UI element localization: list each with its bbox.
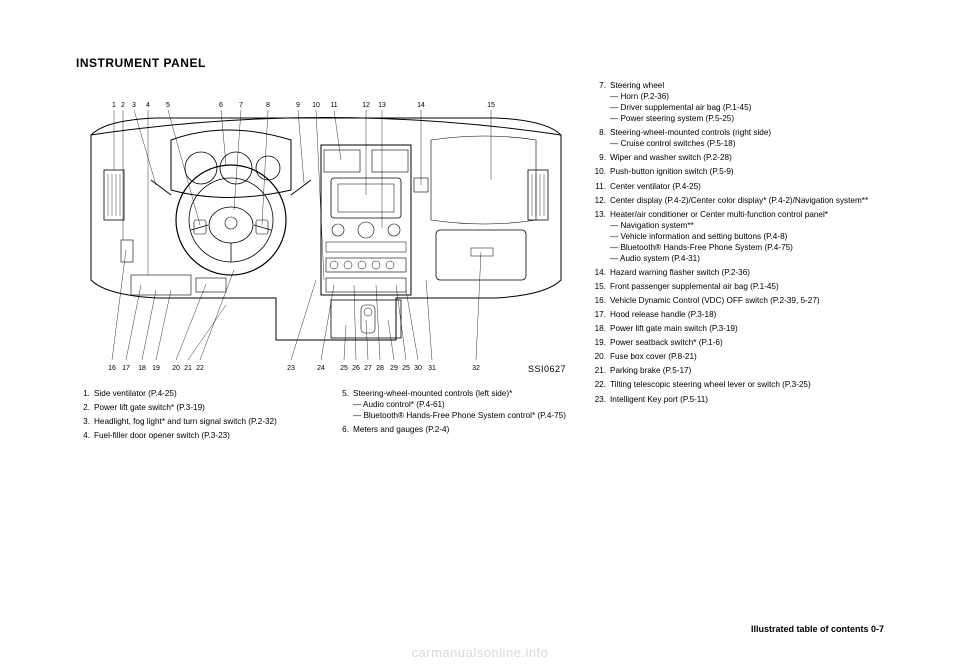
bottom-callouts: 16 17 18 19 20 21 22 23 24 25 26 27 28 2…	[108, 250, 481, 372]
svg-text:22: 22	[196, 365, 204, 372]
svg-text:3: 3	[132, 102, 136, 109]
svg-text:21: 21	[184, 365, 192, 372]
sub-item: — Cruise control switches (P.5-18)	[610, 138, 884, 149]
svg-text:32: 32	[472, 365, 480, 372]
list-item: 8. Steering-wheel-mounted controls (righ…	[592, 127, 884, 149]
svg-text:31: 31	[428, 365, 436, 372]
svg-text:5: 5	[166, 102, 170, 109]
svg-text:10: 10	[312, 102, 320, 109]
svg-text:29: 29	[390, 365, 398, 372]
item-text: Steering-wheel-mounted controls (left si…	[353, 389, 512, 398]
item-text: Steering-wheel-mounted controls (right s…	[610, 128, 771, 137]
sub-item: — Navigation system**	[610, 220, 884, 231]
dashboard-svg: 1 2 3 4 5 6 7 8 9 10 11 12 13 14	[76, 80, 576, 380]
list-item: 21.Parking brake (P.5-17)	[592, 365, 884, 376]
sub-item: — Audio system (P.4-31)	[610, 253, 884, 264]
svg-text:11: 11	[330, 102, 337, 109]
svg-text:24: 24	[317, 365, 325, 372]
list-item: 17.Hood release handle (P.3-18)	[592, 309, 884, 320]
svg-text:6: 6	[219, 102, 223, 109]
list-item: 11.Center ventilator (P.4-25)	[592, 181, 884, 192]
list-item: 15.Front passenger supplemental air bag …	[592, 281, 884, 292]
list-item: 18.Power lift gate main switch (P.3-19)	[592, 323, 884, 334]
list-item: 13. Heater/air conditioner or Center mul…	[592, 209, 884, 264]
list-item: 3.Headlight, fog light* and turn signal …	[76, 416, 317, 427]
list-item: 19.Power seatback switch* (P.1-6)	[592, 337, 884, 348]
sub-item: — Vehicle information and setting button…	[610, 231, 884, 242]
svg-text:9: 9	[296, 102, 300, 109]
list-item: 10.Push-button ignition switch (P.5-9)	[592, 166, 884, 177]
list-item: 16.Vehicle Dynamic Control (VDC) OFF swi…	[592, 295, 884, 306]
svg-text:1: 1	[112, 102, 116, 109]
sub-item: — Horn (P.2-36)	[610, 91, 884, 102]
sub-item: — Bluetooth® Hands-Free Phone System con…	[353, 410, 576, 421]
svg-text:7: 7	[239, 102, 243, 109]
svg-text:19: 19	[152, 365, 160, 372]
content-row: 1 2 3 4 5 6 7 8 9 10 11 12 13 14	[76, 80, 884, 444]
list-item: 14.Hazard warning flasher switch (P.2-36…	[592, 267, 884, 278]
callout-list-col1: 1.Side ventilator (P.4-25) 2.Power lift …	[76, 388, 317, 444]
list-item: 6.Meters and gauges (P.2-4)	[335, 424, 576, 435]
item-text: Heater/air conditioner or Center multi-f…	[610, 210, 828, 219]
instrument-panel-diagram: 1 2 3 4 5 6 7 8 9 10 11 12 13 14	[76, 80, 576, 380]
sub-item: — Audio control* (P.4-61)	[353, 399, 576, 410]
list-item: 5. Steering-wheel-mounted controls (left…	[335, 388, 576, 421]
svg-text:27: 27	[364, 365, 372, 372]
svg-text:20: 20	[172, 365, 180, 372]
list-item: 4.Fuel-filler door opener switch (P.3-23…	[76, 430, 317, 441]
watermark: carmanualsonline.info	[0, 645, 960, 660]
top-callouts: 1 2 3 4 5 6 7 8 9 10 11 12 13 14	[112, 102, 495, 280]
svg-text:15: 15	[487, 102, 495, 109]
sub-item: — Bluetooth® Hands-Free Phone System (P.…	[610, 242, 884, 253]
below-columns: 1.Side ventilator (P.4-25) 2.Power lift …	[76, 388, 576, 444]
svg-text:2: 2	[121, 102, 125, 109]
svg-text:25: 25	[340, 365, 348, 372]
svg-text:23: 23	[287, 365, 295, 372]
manual-page: INSTRUMENT PANEL	[0, 0, 960, 664]
item-text: Steering wheel	[610, 81, 664, 90]
diagram-code: SSI0627	[528, 364, 566, 374]
list-item: 23.Intelligent Key port (P.5-11)	[592, 394, 884, 405]
callout-list-col3: 7. Steering wheel — Horn (P.2-36) — Driv…	[592, 80, 884, 444]
svg-text:14: 14	[417, 102, 425, 109]
sub-item: — Power steering system (P.5-25)	[610, 113, 884, 124]
svg-text:13: 13	[378, 102, 386, 109]
list-item: 12.Center display (P.4-2)/Center color d…	[592, 195, 884, 206]
sub-item: — Driver supplemental air bag (P.1-45)	[610, 102, 884, 113]
callout-list-col2: 5. Steering-wheel-mounted controls (left…	[335, 388, 576, 444]
svg-text:8: 8	[266, 102, 270, 109]
svg-text:17: 17	[122, 365, 130, 372]
list-item: 2.Power lift gate switch* (P.3-19)	[76, 402, 317, 413]
svg-text:12: 12	[362, 102, 370, 109]
svg-text:4: 4	[146, 102, 150, 109]
svg-text:26: 26	[352, 365, 360, 372]
svg-text:18: 18	[138, 365, 146, 372]
list-item: 9.Wiper and washer switch (P.2-28)	[592, 152, 884, 163]
svg-text:25: 25	[402, 365, 410, 372]
svg-text:16: 16	[108, 365, 116, 372]
list-item: 7. Steering wheel — Horn (P.2-36) — Driv…	[592, 80, 884, 124]
list-item: 22.Tilting telescopic steering wheel lev…	[592, 379, 884, 390]
list-item: 20.Fuse box cover (P.8-21)	[592, 351, 884, 362]
svg-text:28: 28	[376, 365, 384, 372]
section-title: INSTRUMENT PANEL	[76, 56, 884, 70]
list-item: 1.Side ventilator (P.4-25)	[76, 388, 317, 399]
left-block: 1 2 3 4 5 6 7 8 9 10 11 12 13 14	[76, 80, 576, 444]
svg-text:30: 30	[414, 365, 422, 372]
page-footer: Illustrated table of contents 0-7	[751, 624, 884, 634]
